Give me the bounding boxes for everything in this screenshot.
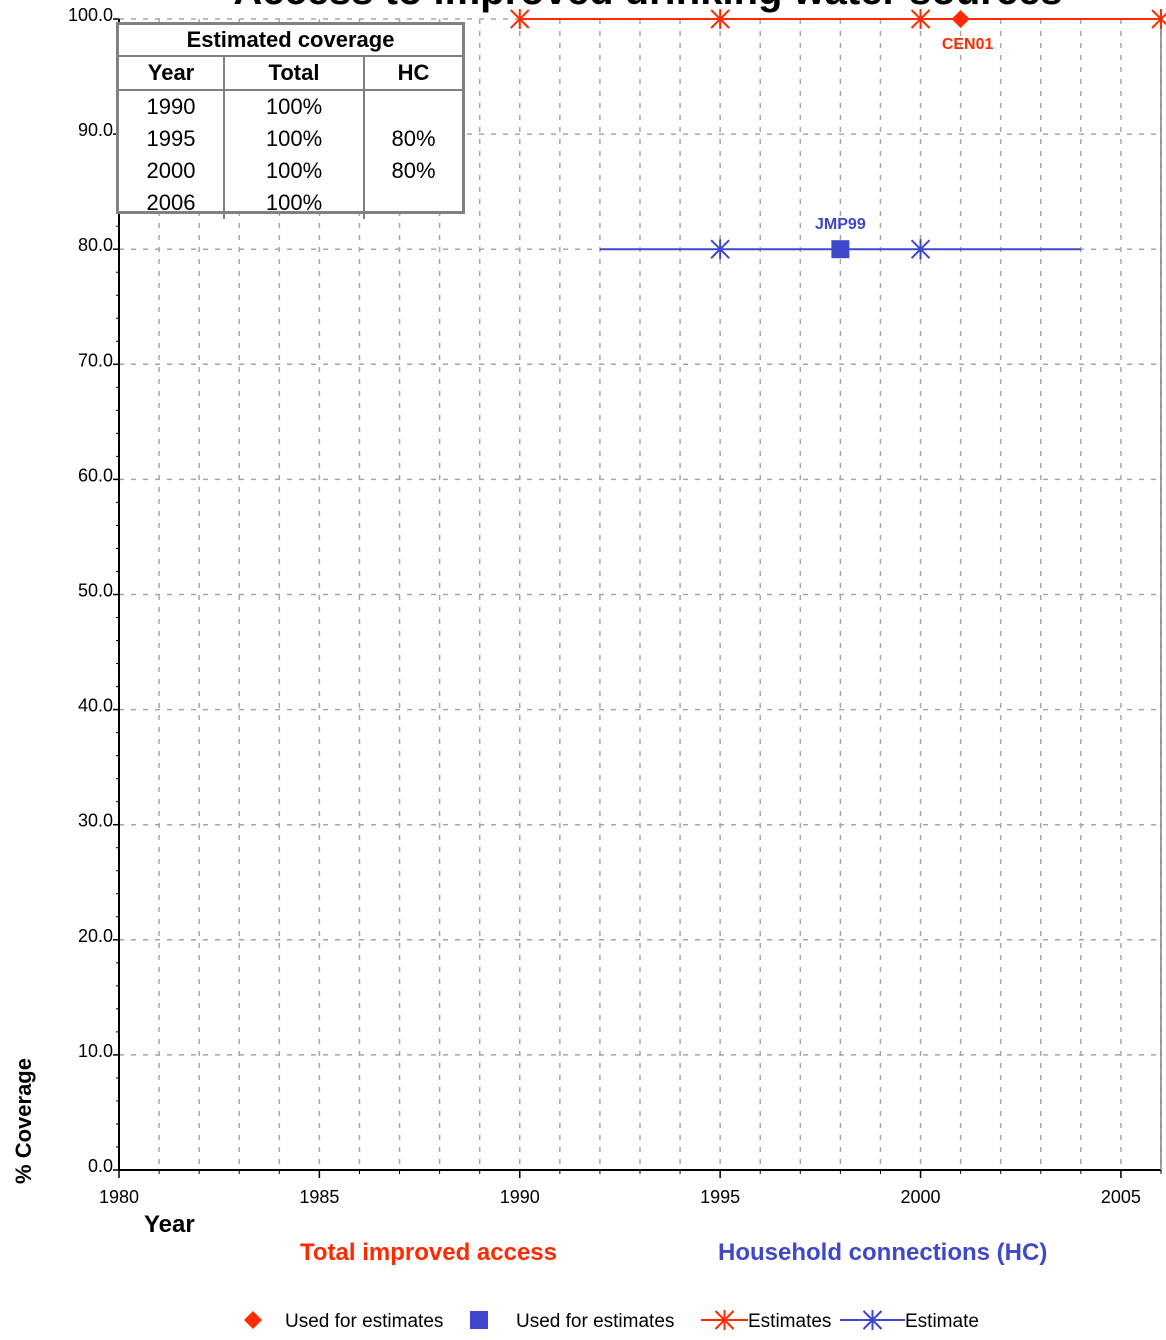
y-tick-label: 60.0 — [78, 465, 113, 485]
legend-label: Estimates — [748, 1311, 831, 1332]
x-tick-label: 1995 — [700, 1187, 740, 1207]
table-cell: 100% — [224, 187, 365, 219]
data-point-asterisk — [710, 9, 730, 29]
table-cell: 100% — [224, 90, 365, 123]
x-tick-label: 1990 — [500, 1187, 540, 1207]
table-row: 2000 100% 80% — [119, 155, 462, 187]
legend-square-marker — [470, 1311, 488, 1329]
estimated-coverage-table: Estimated coverage Year Total HC 1990 10… — [116, 22, 465, 219]
y-tick-label: 30.0 — [78, 811, 113, 831]
table-cell — [364, 187, 462, 219]
table-cell: 1990 — [119, 90, 225, 123]
data-point-asterisk — [910, 239, 931, 260]
data-point-asterisk — [510, 9, 530, 29]
y-tick-label: 0.0 — [88, 1156, 113, 1176]
table-row: 2006 100% — [119, 187, 462, 219]
table-cell: 2006 — [119, 187, 225, 219]
x-tick-label: 1985 — [299, 1187, 339, 1207]
y-tick-label: 40.0 — [78, 696, 113, 716]
legend-diamond-marker — [244, 1311, 262, 1329]
x-tick-label: 2000 — [901, 1187, 941, 1207]
table-cell: 100% — [224, 155, 365, 187]
axes — [113, 18, 1162, 1178]
data-point-diamond — [951, 10, 970, 28]
y-tick-label: 90.0 — [78, 120, 113, 140]
table-cell: 100% — [224, 123, 365, 155]
data-label: CEN01 — [942, 36, 994, 53]
table-header-hc: HC — [364, 56, 462, 91]
data-point-asterisk — [1151, 9, 1166, 29]
legend-label: Used for estimates — [516, 1311, 674, 1332]
table-cell: 2000 — [119, 155, 225, 187]
chart-title: Access to improved drinking water source… — [233, 0, 1062, 13]
data-point-square — [831, 240, 850, 259]
table-cell: 80% — [391, 126, 436, 151]
legend: Used for estimates Used for estimates Esti… — [244, 1310, 979, 1332]
y-tick-label: 50.0 — [78, 581, 113, 601]
legend-asterisk-marker — [714, 1310, 735, 1330]
x-tick-label: 2005 — [1101, 1187, 1141, 1207]
y-tick-label: 20.0 — [78, 926, 113, 946]
x-tick-label: 1980 — [99, 1187, 139, 1207]
data-point-asterisk — [910, 9, 931, 29]
table-header-total: Total — [224, 56, 365, 91]
table-cell: 1995 — [119, 123, 225, 155]
table-header-year: Year — [119, 56, 225, 91]
subtitle-household-connections: Household connections (HC) — [718, 1239, 1048, 1266]
legend-label: Estimate — [905, 1311, 979, 1332]
y-tick-label: 10.0 — [78, 1041, 113, 1061]
table-caption: Estimated coverage — [119, 25, 462, 57]
data-label: JMP99 — [815, 216, 866, 233]
y-tick-label: 80.0 — [78, 235, 113, 255]
table-row: 1990 100% — [119, 90, 462, 123]
table-cell — [364, 90, 462, 123]
series-layer: CEN01 JMP99 — [510, 9, 1166, 260]
y-tick-label: 100.0 — [68, 5, 113, 25]
y-axis-label: % Coverage — [11, 1058, 36, 1184]
subtitle-total-improved-access: Total improved access — [300, 1239, 557, 1266]
table-cell: 80% — [391, 158, 436, 183]
legend-label: Used for estimates — [285, 1311, 443, 1332]
table-row: 1995 100% 80% — [119, 123, 462, 155]
x-axis-label: Year — [144, 1211, 195, 1238]
data-point-asterisk — [710, 239, 730, 260]
legend-asterisk-marker — [862, 1310, 883, 1330]
y-tick-label: 70.0 — [78, 350, 113, 370]
tick-labels: 0.0 10.0 20.0 30.0 40.0 50.0 60.0 70.0 80.0 90.0 1… — [68, 5, 1141, 1207]
